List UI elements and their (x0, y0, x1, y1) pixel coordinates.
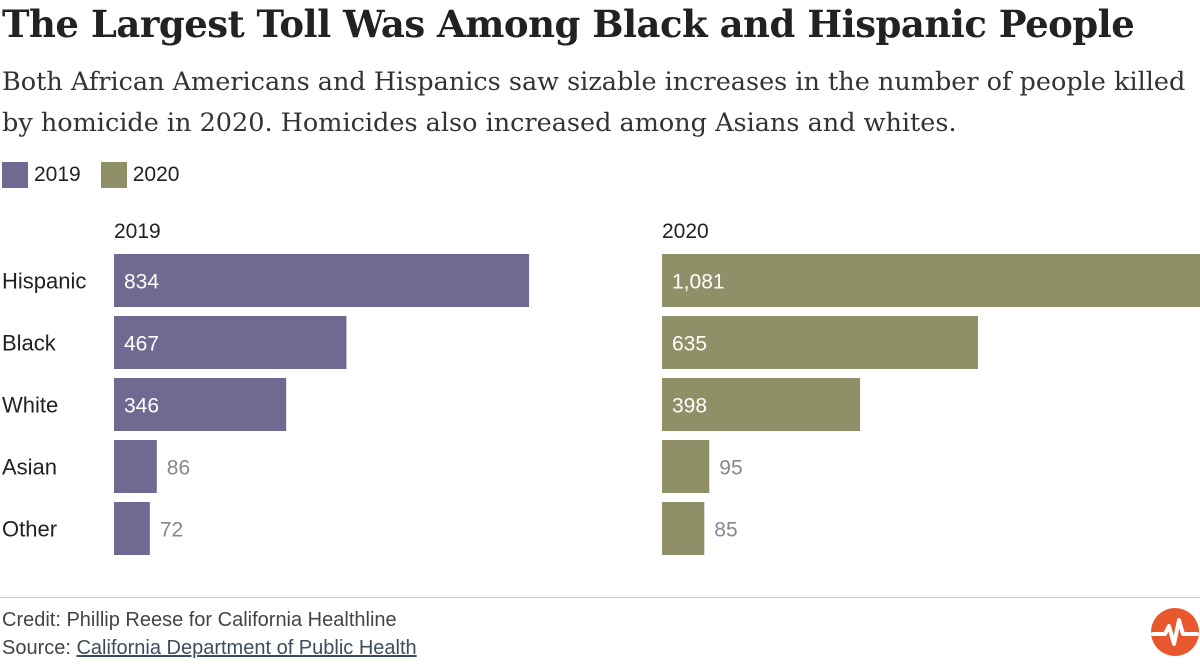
value-label-2020-black: 635 (672, 333, 707, 356)
legend-swatch-2020 (100, 162, 127, 188)
legend-label-2020: 2020 (132, 163, 180, 186)
value-label-2020-asian: 95 (719, 457, 742, 480)
bar-2019-asian (114, 440, 157, 493)
value-label-2020-other: 85 (714, 519, 737, 542)
footer-divider (0, 597, 1200, 598)
source-line: Source: California Department of Public … (2, 637, 417, 660)
source-link[interactable]: California Department of Public Health (76, 637, 417, 659)
legend: 2019 2020 (2, 162, 199, 188)
value-label-2020-hispanic: 1,081 (672, 271, 725, 294)
value-label-2019-asian: 86 (167, 457, 190, 480)
bar-2020-black (662, 316, 979, 369)
bar-2019-white (114, 378, 287, 431)
category-label-other: Other (2, 517, 57, 542)
value-label-2019-black: 467 (124, 333, 159, 356)
value-label-2019-other: 72 (160, 519, 183, 542)
bar-2019-other (114, 502, 150, 555)
value-label-2019-hispanic: 834 (124, 271, 159, 294)
bar-2020-other (662, 502, 705, 555)
chart-subtitle: Both African Americans and Hispanics saw… (2, 67, 1186, 138)
bar-2019-black (114, 316, 347, 369)
value-label-2019-white: 346 (124, 395, 159, 418)
bar-2020-hispanic (662, 254, 1200, 307)
bar-2020-asian (662, 440, 710, 493)
chart-title: The Largest Toll Was Among Black and His… (2, 2, 1135, 46)
category-label-black: Black (2, 331, 57, 356)
category-label-hispanic: Hispanic (2, 269, 86, 294)
value-label-2020-white: 398 (672, 395, 707, 418)
category-label-white: White (2, 393, 58, 418)
category-label-asian: Asian (2, 455, 57, 480)
legend-swatch-2019 (2, 162, 28, 188)
panel-header-2020: 2020 (662, 220, 709, 243)
credit-text: Credit: Phillip Reese for California Hea… (2, 609, 397, 631)
bar-2019-hispanic (114, 254, 530, 307)
source-prefix: Source: (2, 637, 77, 659)
legend-item-2019: 2019 (2, 162, 81, 188)
panel-header-2019: 2019 (114, 220, 161, 243)
bar-2020-white (662, 378, 861, 431)
bar-chart: Hispanic Black White Asian Other 2019 834 467 34… (2, 220, 1200, 555)
legend-item-2020: 2020 (100, 162, 180, 188)
legend-label-2019: 2019 (34, 163, 81, 186)
heartbeat-logo-icon (1151, 608, 1199, 656)
